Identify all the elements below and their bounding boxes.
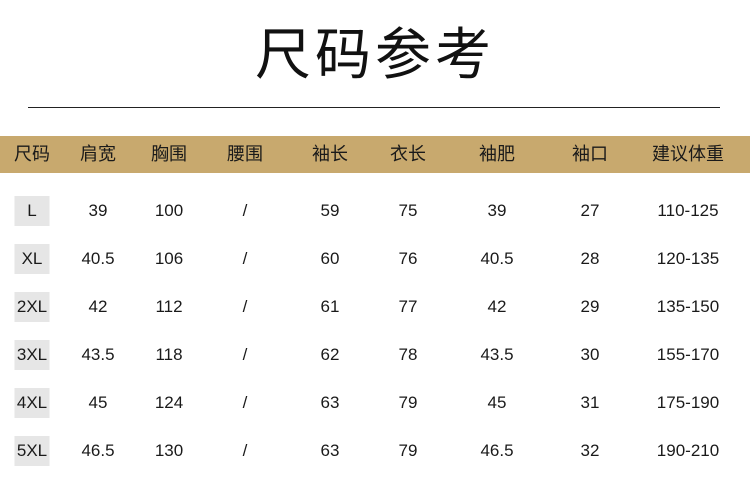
cell-cuff: 27: [580, 201, 600, 220]
cell-sleeve-length: 62: [320, 345, 340, 364]
cell-shoulder: 40.5: [81, 249, 115, 268]
cell-cuff: 28: [580, 249, 600, 268]
cell-chest: 118: [155, 345, 183, 364]
cell-chest: 124: [154, 393, 184, 412]
cell-shoulder: 42: [88, 297, 108, 316]
cell-sleeve-width: 43.5: [480, 345, 514, 364]
cell-sleeve-width: 40.5: [480, 249, 514, 268]
cell-cuff: 31: [580, 393, 600, 412]
size-label: L: [14, 196, 50, 226]
cell-sleeve-length: 63: [320, 441, 340, 460]
header-chest: 胸围: [151, 144, 187, 164]
cell-length: 75: [398, 201, 418, 220]
header-weight: 建议体重: [652, 144, 724, 164]
cell-sleeve-width: 42: [487, 297, 507, 316]
page-title: 尺码参考: [255, 23, 495, 86]
cell-cuff: 32: [580, 441, 600, 460]
cell-length: 79: [398, 441, 418, 460]
size-label: 3XL: [14, 340, 50, 370]
header-shoulder: 肩宽: [80, 144, 116, 164]
cell-length: 77: [398, 297, 418, 316]
cell-chest: 112: [155, 297, 183, 316]
cell-chest: 106: [154, 249, 184, 268]
title-divider: [28, 107, 720, 108]
size-label: 2XL: [14, 292, 50, 322]
size-label: XL: [14, 244, 50, 274]
cell-sleeve-width: 46.5: [480, 441, 514, 460]
cell-shoulder: 45: [88, 393, 108, 412]
header-length: 衣长: [390, 144, 426, 164]
cell-chest: 100: [154, 201, 184, 220]
cell-waist: /: [242, 345, 248, 364]
cell-cuff: 29: [580, 297, 600, 316]
cell-sleeve-width: 45: [487, 393, 507, 412]
header-sleeve-width: 袖肥: [479, 144, 515, 164]
cell-waist: /: [242, 441, 248, 460]
header-cuff: 袖口: [572, 144, 608, 164]
cell-chest: 130: [154, 441, 184, 460]
cell-weight: 110-125: [657, 201, 719, 220]
cell-weight: 135-150: [656, 297, 720, 316]
cell-shoulder: 43.5: [81, 345, 115, 364]
cell-sleeve-length: 63: [320, 393, 340, 412]
cell-waist: /: [242, 201, 248, 220]
cell-cuff: 30: [580, 345, 600, 364]
table-header-band: [0, 136, 750, 173]
cell-sleeve-length: 59: [320, 201, 340, 220]
cell-shoulder: 46.5: [81, 441, 115, 460]
cell-length: 79: [398, 393, 418, 412]
cell-weight: 120-135: [656, 249, 720, 268]
header-sleeve-length: 袖长: [312, 144, 348, 164]
cell-waist: /: [242, 249, 248, 268]
header-waist: 腰围: [227, 144, 263, 164]
size-label: 5XL: [14, 436, 50, 466]
cell-sleeve-length: 61: [320, 297, 340, 316]
cell-shoulder: 39: [88, 201, 108, 220]
header-size: 尺码: [14, 144, 50, 164]
cell-weight: 175-190: [656, 393, 720, 412]
size-label: 4XL: [14, 388, 50, 418]
cell-length: 76: [398, 249, 418, 268]
cell-length: 78: [398, 345, 418, 364]
cell-waist: /: [242, 297, 248, 316]
cell-waist: /: [242, 393, 248, 412]
cell-weight: 155-170: [656, 345, 720, 364]
cell-weight: 190-210: [656, 441, 720, 460]
cell-sleeve-width: 39: [487, 201, 507, 220]
cell-sleeve-length: 60: [320, 249, 340, 268]
